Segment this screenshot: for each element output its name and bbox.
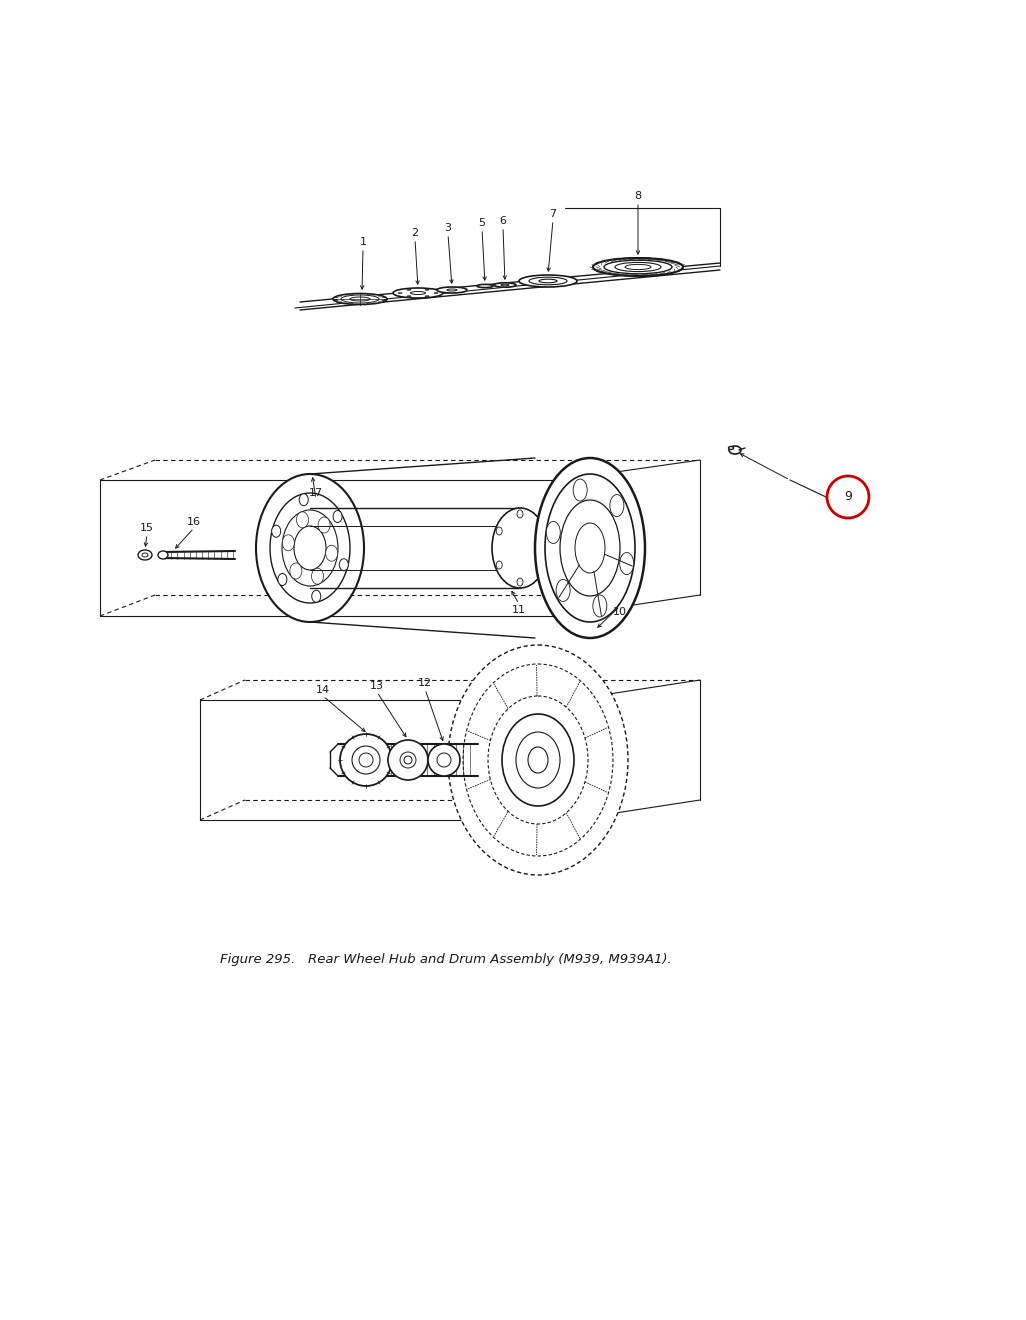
Text: 12: 12 [418, 678, 432, 688]
Text: 13: 13 [370, 681, 384, 690]
Text: 6: 6 [500, 216, 507, 226]
Text: 16: 16 [187, 517, 201, 527]
Text: 7: 7 [550, 209, 556, 219]
Ellipse shape [729, 446, 741, 454]
Text: 9: 9 [844, 491, 852, 503]
Ellipse shape [556, 579, 570, 602]
Ellipse shape [158, 550, 168, 558]
Ellipse shape [509, 508, 531, 587]
Ellipse shape [477, 284, 494, 288]
Ellipse shape [502, 714, 574, 807]
Text: Figure 295.   Rear Wheel Hub and Drum Assembly (M939, M939A1).: Figure 295. Rear Wheel Hub and Drum Asse… [220, 953, 672, 966]
Ellipse shape [388, 741, 428, 780]
Ellipse shape [447, 289, 457, 290]
Ellipse shape [340, 734, 392, 785]
Ellipse shape [528, 747, 548, 774]
Ellipse shape [560, 500, 620, 597]
Ellipse shape [488, 696, 588, 824]
Ellipse shape [333, 293, 387, 305]
Ellipse shape [574, 479, 587, 502]
Text: 17: 17 [309, 488, 323, 498]
Ellipse shape [593, 257, 683, 276]
Ellipse shape [448, 645, 628, 875]
Text: 15: 15 [140, 523, 154, 533]
Ellipse shape [519, 275, 577, 286]
Text: 11: 11 [512, 605, 526, 615]
Text: 3: 3 [444, 223, 451, 234]
Ellipse shape [492, 508, 548, 587]
Ellipse shape [593, 595, 606, 616]
Ellipse shape [728, 446, 734, 450]
Ellipse shape [297, 512, 309, 528]
Text: 5: 5 [478, 218, 485, 228]
Ellipse shape [272, 525, 281, 537]
Ellipse shape [312, 568, 323, 585]
Ellipse shape [359, 752, 373, 767]
Text: 10: 10 [613, 607, 627, 616]
Ellipse shape [609, 495, 624, 516]
Ellipse shape [300, 494, 308, 506]
Ellipse shape [256, 474, 364, 622]
Ellipse shape [620, 553, 634, 574]
Ellipse shape [333, 511, 342, 523]
Ellipse shape [340, 558, 349, 570]
Ellipse shape [615, 263, 661, 272]
Text: 14: 14 [316, 685, 330, 696]
Ellipse shape [325, 545, 338, 561]
Ellipse shape [312, 590, 321, 602]
Text: 8: 8 [634, 191, 641, 201]
Ellipse shape [437, 286, 467, 293]
Text: 1: 1 [359, 238, 366, 247]
Ellipse shape [546, 521, 560, 544]
Ellipse shape [278, 573, 287, 586]
Ellipse shape [318, 517, 330, 533]
Ellipse shape [535, 458, 645, 638]
Ellipse shape [282, 510, 338, 586]
Ellipse shape [393, 288, 443, 298]
Ellipse shape [290, 564, 302, 579]
Ellipse shape [501, 284, 509, 286]
Ellipse shape [428, 744, 460, 776]
Ellipse shape [350, 297, 370, 301]
Ellipse shape [139, 550, 152, 560]
Text: 2: 2 [411, 228, 419, 238]
Ellipse shape [539, 280, 557, 282]
Ellipse shape [494, 282, 516, 288]
Ellipse shape [404, 756, 412, 764]
Ellipse shape [410, 292, 426, 294]
Ellipse shape [282, 535, 294, 550]
